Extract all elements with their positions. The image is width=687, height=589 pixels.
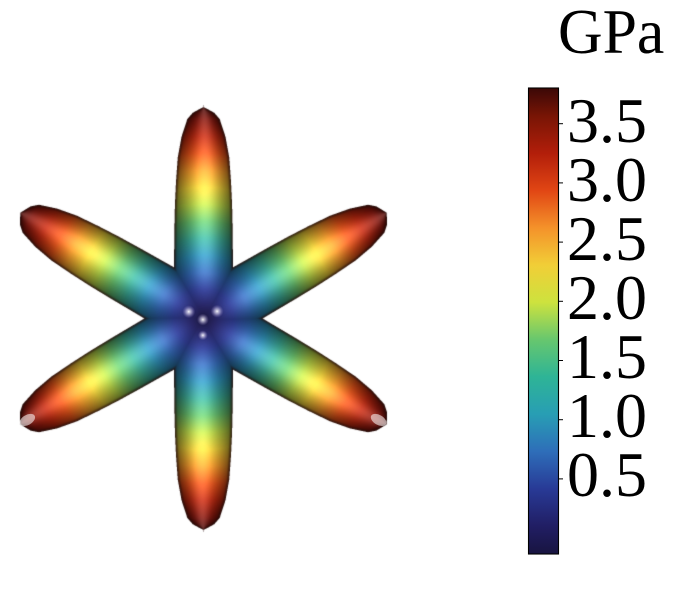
svg-text:GPa: GPa <box>558 0 664 67</box>
svg-text:0.5: 0.5 <box>567 439 647 510</box>
